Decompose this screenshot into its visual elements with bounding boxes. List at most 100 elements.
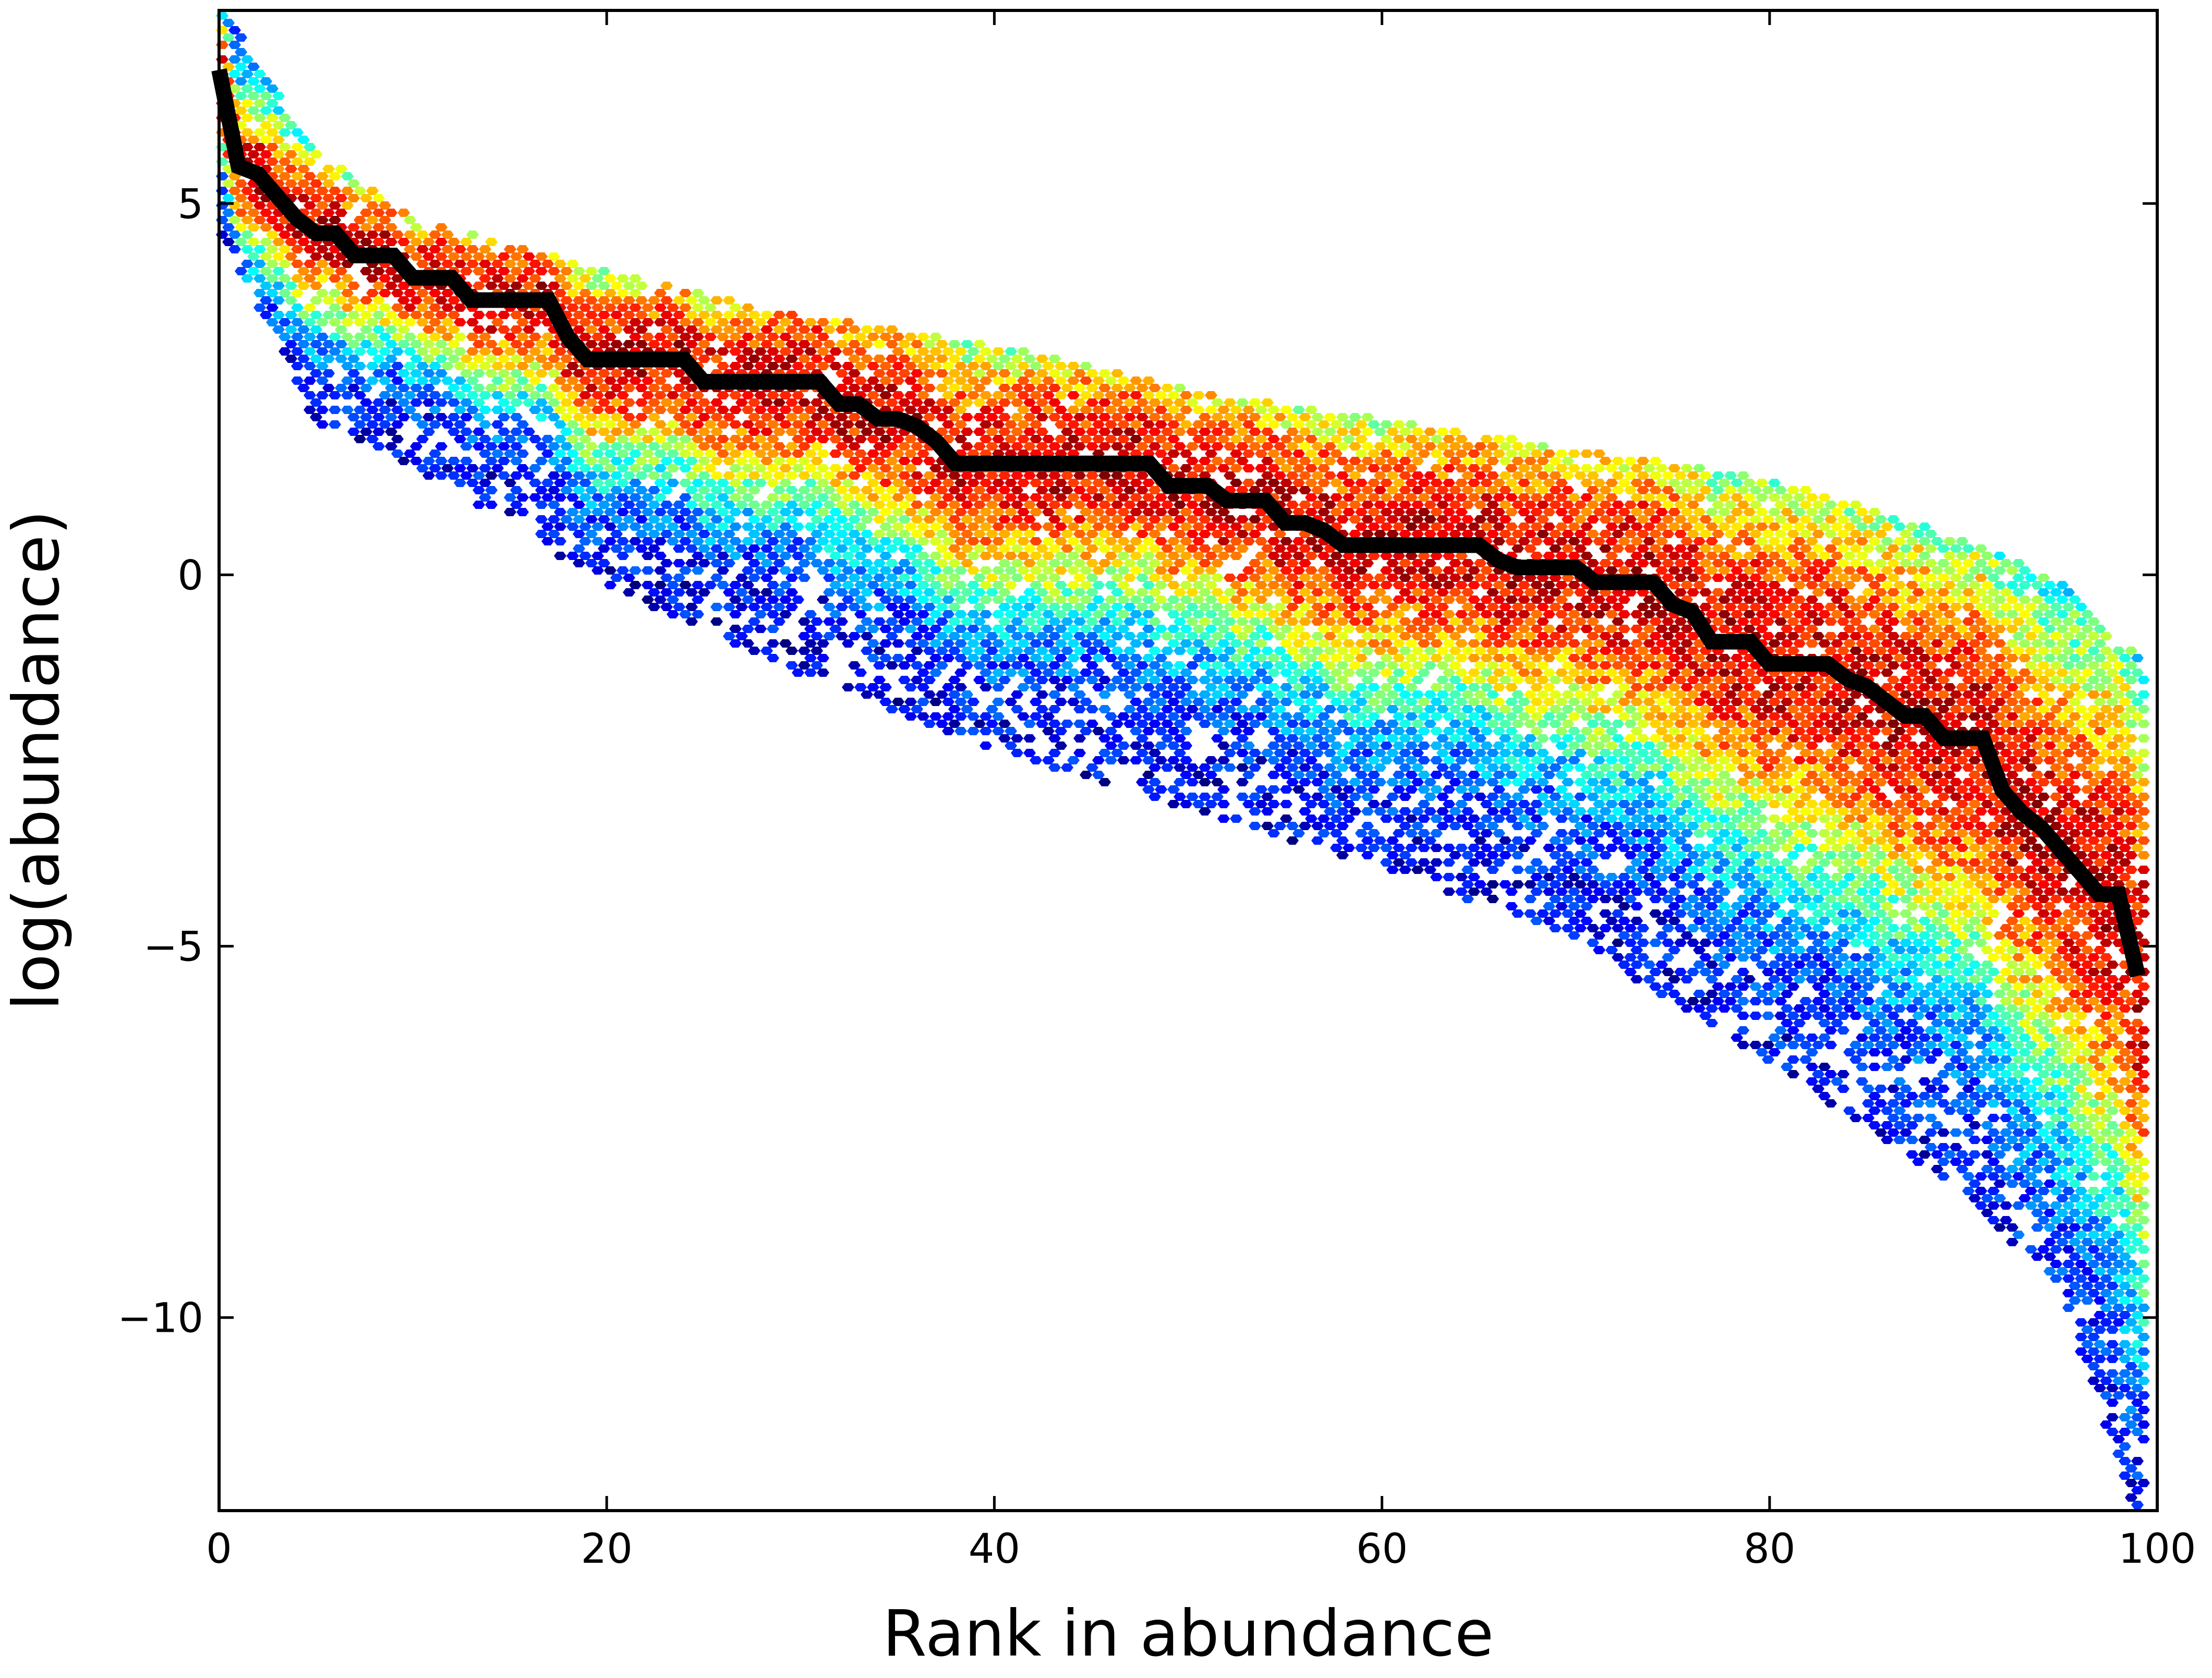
hexbin-cell: [660, 296, 673, 305]
hexbin-cell: [723, 311, 735, 319]
hexbin-cell: [610, 530, 623, 538]
hexbin-cell: [1361, 428, 1374, 436]
hexbin-cell: [967, 625, 980, 633]
hexbin-cell: [1962, 544, 1975, 553]
hexbin-cell: [873, 647, 886, 655]
hexbin-cell: [1925, 647, 1937, 655]
hexbin-cell: [598, 369, 610, 378]
hexbin-cell: [954, 552, 967, 560]
hexbin-cell: [1881, 522, 1893, 531]
hexbin-cell: [829, 464, 842, 472]
hexbin-cell: [416, 420, 429, 429]
hexbin-cell: [792, 333, 804, 341]
hexbin-cell: [1931, 668, 1943, 677]
hexbin-cell: [1681, 537, 1693, 545]
hexbin-cell: [228, 216, 241, 224]
hexbin-cell: [1036, 632, 1048, 640]
hexbin-cell: [760, 603, 773, 611]
hexbin-cell: [1155, 522, 1167, 531]
hexbin-cell: [1630, 522, 1643, 531]
hexbin-cell: [760, 457, 773, 465]
hexbin-cell: [986, 574, 998, 582]
hexbin-cell: [1762, 603, 1774, 611]
hexbin-cell: [1217, 420, 1230, 429]
hexbin-cell: [2106, 668, 2119, 677]
hexbin-cell: [1862, 559, 1875, 567]
hexbin-cell: [1937, 603, 1950, 611]
hexbin-cell: [617, 537, 629, 545]
hexbin-cell: [1317, 625, 1330, 633]
hexbin-cell: [1712, 471, 1724, 480]
hexbin-cell: [1781, 537, 1793, 545]
hexbin-cell: [886, 588, 898, 597]
hexbin-cell: [1399, 486, 1411, 494]
hexbin-cell: [385, 267, 397, 275]
hexbin-cell: [773, 471, 785, 480]
hexbin-cell: [1706, 537, 1718, 545]
hexbin-cell: [1950, 574, 1962, 582]
hexbin-cell: [1098, 501, 1111, 509]
hexbin-cell: [1418, 522, 1430, 531]
hexbin-cell: [460, 471, 473, 480]
hexbin-cell: [648, 428, 660, 436]
hexbin-cell: [1824, 588, 1837, 597]
hexbin-cell: [811, 355, 823, 363]
hexbin-cell: [1925, 544, 1937, 553]
hexbin-cell: [391, 230, 404, 239]
hexbin-cell: [1374, 632, 1386, 640]
hexbin-cell: [1286, 428, 1299, 436]
hexbin-cell: [1067, 566, 1080, 575]
hexbin-cell: [673, 603, 685, 611]
hexbin-cell: [1105, 508, 1117, 516]
hexbin-cell: [829, 362, 842, 370]
hexbin-cell: [754, 610, 767, 618]
hexbin-cell: [1587, 603, 1599, 611]
hexbin-cell: [329, 406, 341, 414]
hexbin-cell: [954, 347, 967, 356]
hexbin-cell: [1643, 522, 1655, 531]
hexbin-cell: [1524, 617, 1537, 626]
hexbin-cell: [410, 238, 422, 246]
hexbin-cell: [485, 325, 498, 334]
hexbin-cell: [1186, 471, 1199, 480]
hexbin-cell: [253, 114, 266, 122]
hexbin-cell: [598, 544, 610, 553]
hexbin-cell: [1199, 603, 1211, 611]
hexbin-cell: [322, 194, 335, 202]
hexbin-cell: [923, 486, 936, 494]
hexbin-cell: [1023, 588, 1036, 597]
hexbin-cell: [1555, 581, 1568, 589]
hexbin-cell: [836, 530, 848, 538]
hexbin-cell: [973, 486, 986, 494]
hexbin-cell: [241, 99, 253, 107]
hexbin-cell: [923, 501, 936, 509]
hexbin-cell: [529, 274, 541, 283]
hexbin-cell: [1105, 581, 1117, 589]
hexbin-cell: [754, 479, 767, 487]
hexbin-cell: [617, 449, 629, 458]
hexbin-cell: [986, 355, 998, 363]
hexbin-cell: [397, 340, 410, 348]
hexbin-cell: [1499, 661, 1512, 670]
hexbin-cell: [754, 420, 767, 429]
hexbin-cell: [936, 574, 948, 582]
hexbin-cell: [792, 566, 804, 575]
hexbin-cell: [385, 311, 397, 319]
hexbin-cell: [923, 647, 936, 655]
hexbin-cell: [1199, 413, 1211, 421]
hexbin-cell: [1080, 522, 1092, 531]
hexbin-cell: [1624, 588, 1637, 597]
hexbin-cell: [1737, 574, 1749, 582]
hexbin-cell: [1161, 457, 1174, 465]
hexbin-cell: [1249, 574, 1261, 582]
hexbin-cell: [1280, 406, 1292, 414]
hexbin-cell: [1305, 668, 1317, 677]
hexbin-cell: [692, 391, 704, 399]
hexbin-cell: [961, 428, 973, 436]
hexbin-cell: [1230, 552, 1242, 560]
hexbin-cell: [529, 260, 541, 268]
hexbin-cell: [1286, 632, 1299, 640]
hexbin-cell: [1030, 406, 1042, 414]
hexbin-cell: [1505, 508, 1518, 516]
hexbin-cell: [573, 282, 585, 290]
